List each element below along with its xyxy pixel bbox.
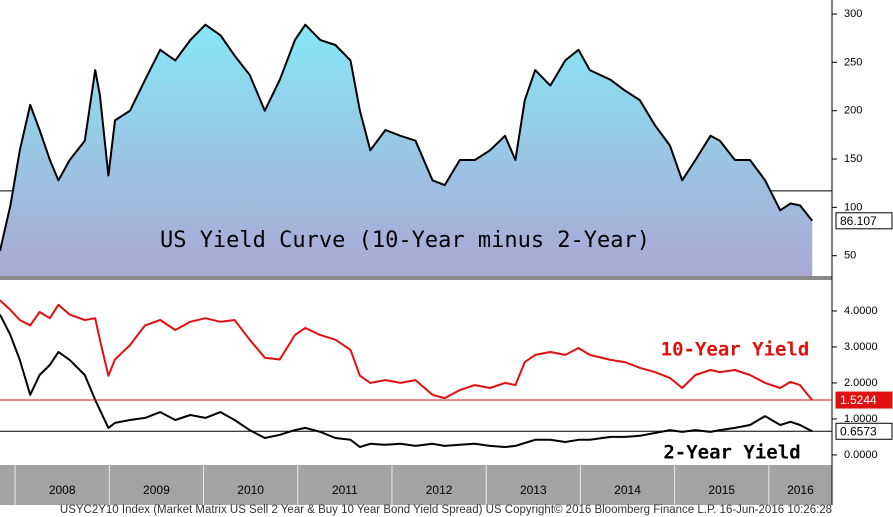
- y-tick-label: 2.0000: [844, 377, 878, 389]
- panel-divider: [0, 276, 832, 280]
- y-tick-label: 50: [844, 250, 856, 262]
- x-tick-label: 2010: [237, 483, 264, 497]
- area-fill: [0, 24, 813, 276]
- x-tick-label: 2009: [143, 483, 170, 497]
- y-tick-label: 200: [844, 105, 862, 117]
- y-tick-label: 3.0000: [844, 341, 878, 353]
- x-tick-label: 2012: [426, 483, 453, 497]
- line: [0, 23, 813, 252]
- last-value-label: 1.5244: [840, 393, 877, 407]
- footer: USYC2Y10 Index (Market Matrix US Sell 2 …: [60, 504, 832, 516]
- y-tick-label: 100: [844, 201, 862, 213]
- x-tick-label: 2013: [520, 483, 547, 497]
- x-tick-label: 2011: [332, 483, 358, 497]
- x-tick-label: 2014: [614, 483, 641, 497]
- y-tick-label: 250: [844, 56, 862, 68]
- last-value-label: 86.107: [840, 214, 877, 228]
- x-tick-label: 2008: [49, 483, 76, 497]
- line: [0, 299, 813, 401]
- y-tick-label: 4.0000: [844, 305, 878, 317]
- x-tick-label: 2016: [787, 483, 814, 497]
- last-value-label: 0.6573: [840, 424, 877, 438]
- y-tick-label: 150: [844, 153, 862, 165]
- y-tick-label: 300: [844, 8, 862, 20]
- y-tick-label: 1.0000: [844, 413, 878, 425]
- last-value-box: [835, 422, 893, 440]
- series-label: 10-Year Yield: [661, 339, 810, 361]
- series-label: 2-Year Yield: [663, 442, 800, 464]
- x-tick-label: 2015: [708, 483, 735, 497]
- last-value-box: [835, 212, 893, 230]
- y-tick-label: 0.0000: [844, 449, 878, 461]
- x-axis-strip: [0, 465, 832, 505]
- chart-title: US Yield Curve (10-Year minus 2-Year): [160, 228, 650, 253]
- last-value-box: [835, 391, 893, 409]
